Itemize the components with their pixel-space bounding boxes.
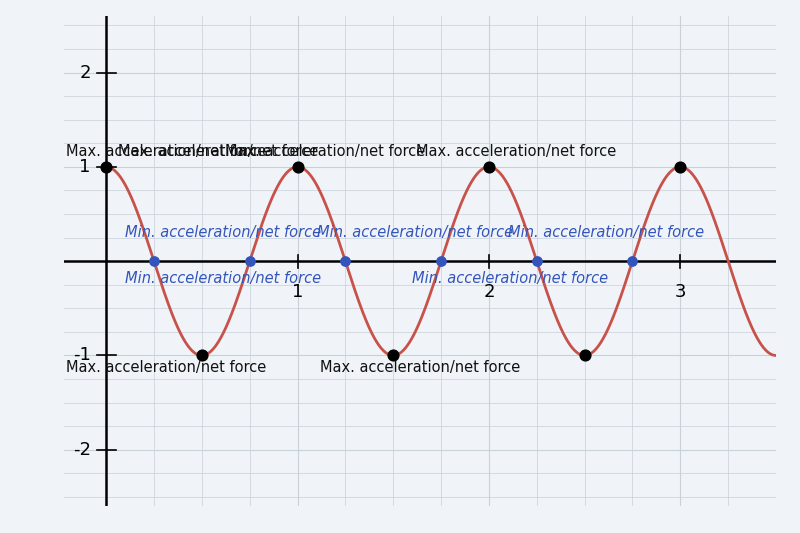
Point	[291, 163, 304, 171]
Text: 1: 1	[79, 158, 90, 176]
Point	[674, 163, 686, 171]
Text: 1: 1	[292, 282, 303, 301]
Point	[195, 351, 208, 360]
Point	[387, 351, 400, 360]
Text: Max. acceleration/net force: Max. acceleration/net force	[66, 360, 266, 375]
Text: Max. acceleration/net force: Max. acceleration/net force	[321, 360, 521, 375]
Text: Max. acceleration/net force: Max. acceleration/net force	[118, 144, 318, 159]
Point	[482, 163, 495, 171]
Text: Min. acceleration/net force: Min. acceleration/net force	[126, 271, 322, 286]
Text: Max. acceleration/net force: Max. acceleration/net force	[416, 144, 617, 159]
Text: -2: -2	[73, 441, 90, 459]
Point	[530, 257, 543, 265]
Text: -1: -1	[73, 346, 90, 365]
Point	[243, 257, 256, 265]
Text: Max. acceleration/net force: Max. acceleration/net force	[66, 144, 266, 159]
Text: 2: 2	[483, 282, 494, 301]
Point	[147, 257, 160, 265]
Point	[626, 257, 639, 265]
Text: 3: 3	[674, 282, 686, 301]
Text: Min. acceleration/net force: Min. acceleration/net force	[412, 271, 609, 286]
Point	[339, 257, 352, 265]
Text: Max. acceleration/net force: Max. acceleration/net force	[225, 144, 425, 159]
Point	[100, 163, 113, 171]
Text: Min. acceleration/net force: Min. acceleration/net force	[126, 225, 322, 240]
Text: 2: 2	[79, 63, 90, 82]
Text: Min. acceleration/net force: Min. acceleration/net force	[508, 225, 704, 240]
Point	[434, 257, 447, 265]
Point	[578, 351, 591, 360]
Text: Min. acceleration/net force: Min. acceleration/net force	[317, 225, 513, 240]
